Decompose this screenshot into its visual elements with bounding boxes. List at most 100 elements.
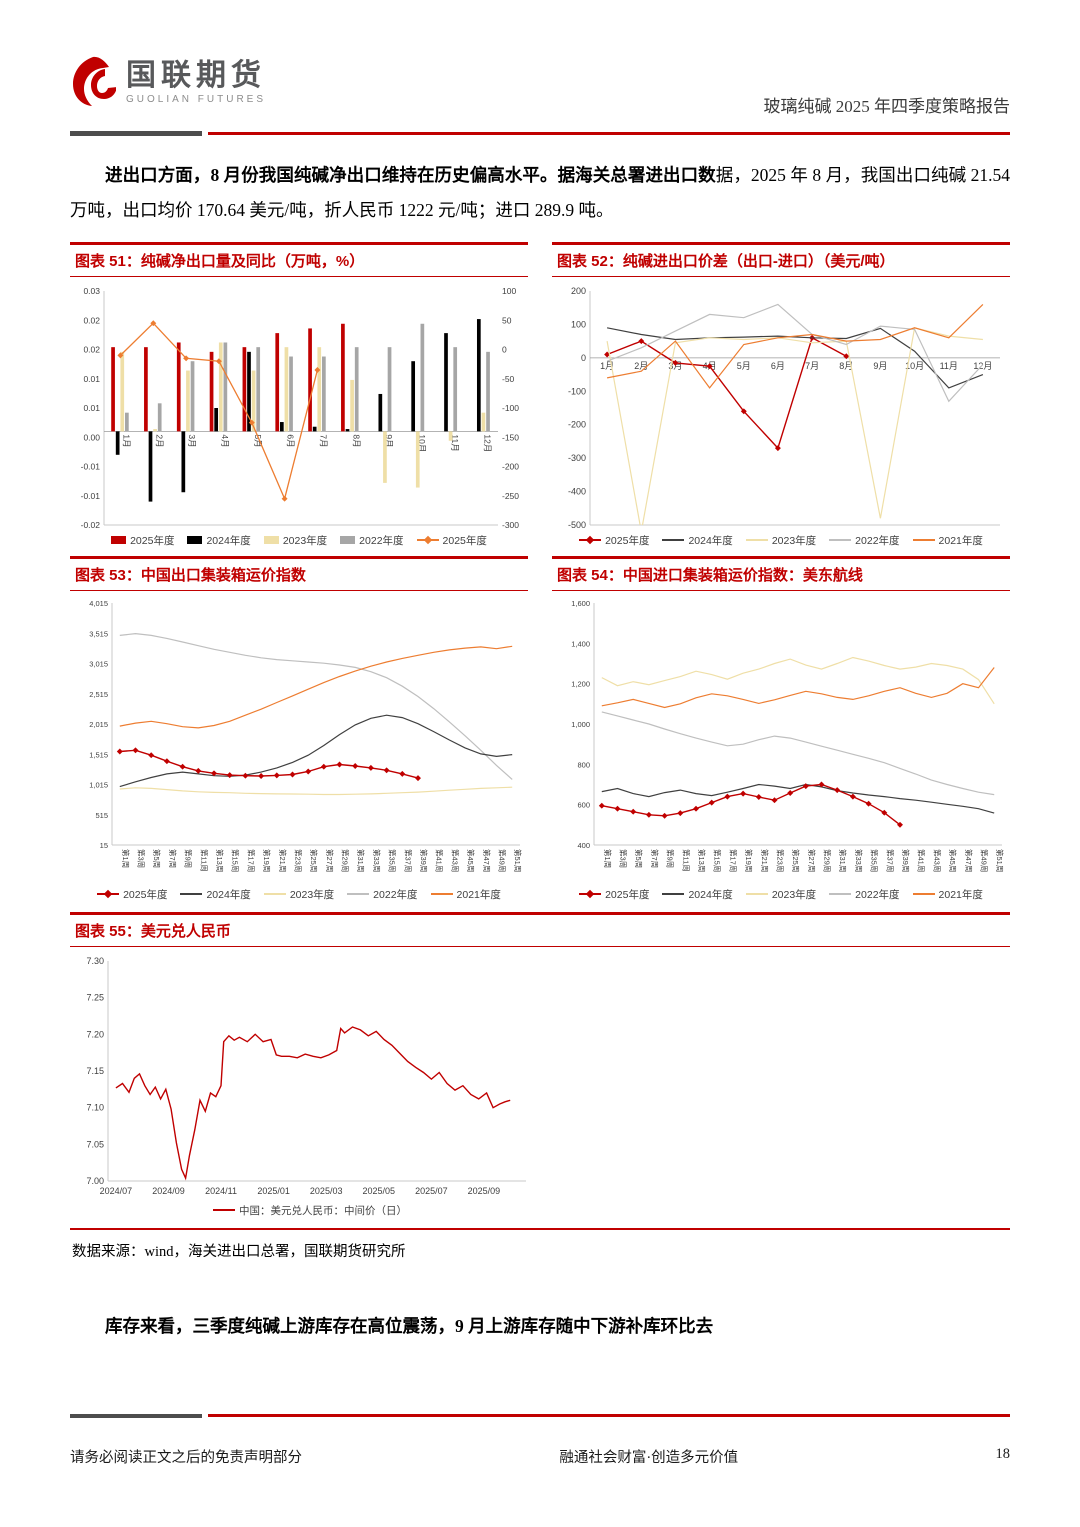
svg-text:第37周: 第37周 xyxy=(403,849,413,872)
figure-51-title: 图表 51：纯碱净出口量及同比（万吨，%） xyxy=(70,241,528,277)
svg-text:第7周: 第7周 xyxy=(168,849,178,868)
legend-line-swatch xyxy=(662,539,685,541)
legend-label: 2021年度 xyxy=(938,534,983,547)
svg-text:第29周: 第29周 xyxy=(823,849,833,872)
footer-divider-dark-segment xyxy=(70,1413,202,1418)
legend-item: 中国：美元兑人民币：中间价（日） xyxy=(213,1203,407,1218)
svg-text:第43周: 第43周 xyxy=(450,849,460,872)
svg-text:8月: 8月 xyxy=(839,360,853,370)
legend-bar-swatch xyxy=(263,536,279,544)
svg-text:0.01: 0.01 xyxy=(83,373,100,383)
legend-line-swatch xyxy=(662,893,685,895)
svg-text:第51周: 第51周 xyxy=(513,849,523,872)
legend-diamond-marker xyxy=(585,535,595,544)
svg-text:10月: 10月 xyxy=(905,360,924,370)
svg-text:2月: 2月 xyxy=(634,360,648,370)
figure-54-legend: 2025年度 2024年度 2023年度 2022年度 2021年度 xyxy=(552,887,1010,902)
svg-text:515: 515 xyxy=(95,810,108,819)
figures-grid: 图表 51：纯碱净出口量及同比（万吨，%） 0.03 0.02 0.02 0.01 0.… xyxy=(70,241,1010,1218)
svg-text:1,200: 1,200 xyxy=(571,679,590,688)
legend-item: 2021年度 xyxy=(430,887,501,902)
svg-text:7月: 7月 xyxy=(318,434,328,447)
svg-text:第25周: 第25周 xyxy=(791,849,801,872)
page-footer: 请务必阅读正文之后的免责声明部分 融通社会财富·创造多元价值 18 xyxy=(70,1413,1010,1468)
legend-label: 2022年度 xyxy=(373,888,418,901)
svg-text:7.25: 7.25 xyxy=(86,992,104,1002)
figure-53-legend: 2025年度 2024年度 2023年度 2022年度 2021年度 xyxy=(70,887,528,902)
svg-text:第49周: 第49周 xyxy=(979,849,989,872)
legend-item: 2023年度 xyxy=(745,533,817,548)
svg-text:15: 15 xyxy=(100,841,108,850)
svg-text:第51周: 第51周 xyxy=(995,849,1005,872)
intro-paragraph: 进出口方面，8 月份我国纯碱净出口维持在历史偏高水平。据海关总署进出口数据，20… xyxy=(70,158,1010,228)
legend-label: 2022年度 xyxy=(359,534,404,547)
figure-55-wrap: 7.30 7.25 7.20 7.15 7.10 7.05 7.00 2024/07 2024/… xyxy=(70,951,550,1218)
figure-54-chart: 1,600 1,400 1,200 1,000 800 600 400 第1周 第3周 第5周 第7… xyxy=(552,595,1010,887)
svg-text:第17周: 第17周 xyxy=(246,849,256,872)
svg-text:第17周: 第17周 xyxy=(728,849,738,872)
svg-text:-400: -400 xyxy=(568,486,586,496)
legend-item: 2024年度 xyxy=(187,533,251,548)
svg-text:第23周: 第23周 xyxy=(775,849,785,872)
legend-item: 2024年度 xyxy=(180,887,251,902)
svg-text:11月: 11月 xyxy=(940,360,958,370)
svg-text:3,515: 3,515 xyxy=(89,629,108,638)
divider-red-segment xyxy=(208,131,1010,135)
svg-text:12月: 12月 xyxy=(973,360,992,370)
svg-text:-300: -300 xyxy=(502,520,519,530)
svg-text:-300: -300 xyxy=(568,453,586,463)
svg-text:第19周: 第19周 xyxy=(744,849,754,872)
svg-text:第31周: 第31周 xyxy=(356,849,366,872)
legend-line-swatch xyxy=(430,893,453,895)
svg-text:-0.02: -0.02 xyxy=(81,520,101,530)
data-source-note: 数据来源：wind，海关进出口总署，国联期货研究所 xyxy=(72,1244,406,1260)
svg-text:-50: -50 xyxy=(502,373,515,383)
svg-text:-0.01: -0.01 xyxy=(81,490,101,500)
legend-item: 2024年度 xyxy=(662,533,733,548)
svg-text:2024/09: 2024/09 xyxy=(152,1186,185,1196)
svg-text:1,015: 1,015 xyxy=(89,780,108,789)
svg-text:1,515: 1,515 xyxy=(89,750,108,759)
logo-en-text: GUOLIAN FUTURES xyxy=(126,94,267,105)
figure-53-title: 图表 53：中国出口集装箱运价指数 xyxy=(70,555,528,591)
legend-item: 2025年度 xyxy=(111,533,174,548)
figure-52-legend: 2025年度 2024年度 2023年度 2022年度 2021年度 xyxy=(552,533,1010,548)
svg-text:2月: 2月 xyxy=(154,434,164,447)
svg-text:2025/09: 2025/09 xyxy=(468,1186,501,1196)
svg-text:第21周: 第21周 xyxy=(278,849,288,872)
svg-text:第9周: 第9周 xyxy=(666,849,676,868)
svg-text:0: 0 xyxy=(502,344,507,354)
source-divider xyxy=(70,1227,1010,1230)
svg-text:第29周: 第29周 xyxy=(341,849,351,872)
logo-cn-text: 国联期货 xyxy=(126,59,266,92)
svg-text:2,515: 2,515 xyxy=(89,689,108,698)
page-number: 18 xyxy=(995,1446,1010,1462)
svg-text:第13周: 第13周 xyxy=(697,849,707,872)
legend-label: 2025年度 xyxy=(605,888,650,901)
svg-text:5月: 5月 xyxy=(253,434,263,447)
svg-text:第35周: 第35周 xyxy=(388,849,398,872)
svg-text:第33周: 第33周 xyxy=(854,849,864,872)
svg-text:第1周: 第1周 xyxy=(121,849,131,868)
legend-bar-swatch xyxy=(187,536,203,544)
svg-text:1,600: 1,600 xyxy=(571,599,590,608)
legend-label: 2023年度 xyxy=(771,534,817,547)
figure-53-chart: 4,015 3,515 3,015 2,515 2,015 1,515 1,015 515 15… xyxy=(70,595,528,887)
legend-line-swatch xyxy=(912,539,935,541)
svg-text:第5周: 第5周 xyxy=(152,849,162,868)
svg-text:3,015: 3,015 xyxy=(89,659,108,668)
svg-text:第9周: 第9周 xyxy=(184,849,194,868)
svg-text:第49周: 第49周 xyxy=(497,849,507,872)
svg-text:第45周: 第45周 xyxy=(466,849,476,872)
svg-text:0.03: 0.03 xyxy=(83,286,100,296)
legend-item: 2022年度 xyxy=(829,533,900,548)
svg-text:第15周: 第15周 xyxy=(713,849,723,872)
figure-52-title: 图表 52：纯碱进出口价差（出口-进口）（美元/吨） xyxy=(552,241,1010,277)
footer-row: 请务必阅读正文之后的免责声明部分 融通社会财富·创造多元价值 18 xyxy=(70,1446,1010,1467)
legend-label: 2023年度 xyxy=(771,888,817,901)
legend-diamond-marker xyxy=(585,889,595,898)
legend-item: 2021年度 xyxy=(912,533,983,548)
inventory-paragraph: 库存来看，三季度纯碱上游库存在高位震荡，9 月上游库存随中下游补库环比去 xyxy=(105,1316,714,1336)
svg-text:0.00: 0.00 xyxy=(83,432,100,442)
